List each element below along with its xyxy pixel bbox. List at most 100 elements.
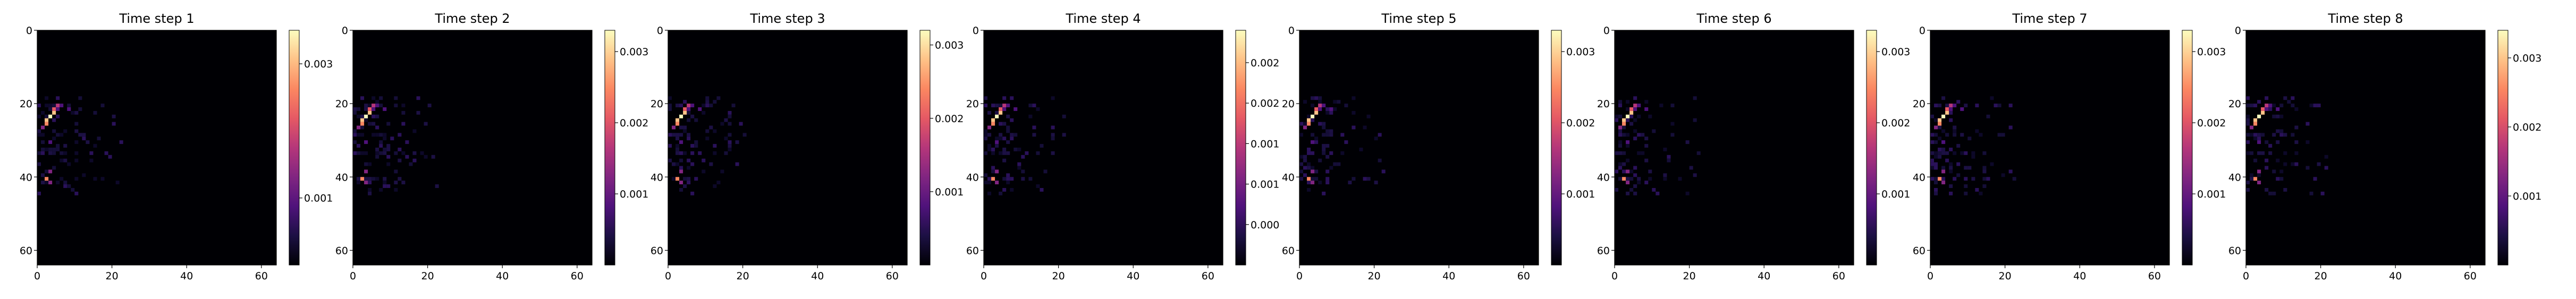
heatmap-cell [1352,110,1356,115]
axes-frame [1930,30,2170,266]
heatmap-cell [720,122,724,126]
heatmap-cell [364,162,368,166]
heatmap-cell [1953,104,1957,108]
heatmap-cell [1941,114,1946,118]
heatmap-cell [386,148,391,151]
heatmap-cell [1344,140,1348,144]
heatmap-cell [668,104,672,108]
heatmap-cell [2272,169,2276,174]
heatmap-cell [1938,151,1942,155]
y-tick-label: 40 [1913,172,1925,183]
heatmap-cell [375,155,379,159]
heatmap-cell [2272,114,2276,118]
heatmap-cell [1311,181,1315,185]
heatmap-cell [52,110,56,115]
heatmap-cell [1299,133,1304,137]
heatmap-cell [1656,191,1660,195]
heatmap-cell [1618,104,1623,108]
heatmap-cell [1329,151,1333,155]
heatmap-cell [1648,169,1652,174]
heatmap-cell [427,104,432,108]
x-tick-label: 0 [981,270,987,282]
heatmap-cell [679,158,683,163]
heatmap-cell [687,166,691,170]
heatmap-cell [687,104,691,108]
heatmap-cell [1633,96,1637,100]
heatmap-cell [1311,133,1315,137]
heatmap-cell [1626,169,1630,174]
heatmap-cell [353,110,357,115]
heatmap-cell [991,151,995,155]
y-tick-label: 40 [20,172,32,183]
heatmap-cell [713,144,717,148]
heatmap-cell [368,107,372,111]
heatmap-cell [1934,151,1938,155]
heatmap-cell [672,125,676,130]
heatmap-cell [1002,158,1007,163]
heatmap-cell [984,129,988,133]
heatmap-cell [71,187,75,192]
heatmap-cell [1941,177,1946,181]
heatmap-cell [1949,118,1953,122]
heatmap-cell [1013,107,1018,111]
heatmap-cell [41,181,45,185]
heatmap-cell [353,129,357,133]
heatmap-cell [60,151,64,155]
heatmap-cell [1002,104,1007,108]
heatmap-background [1299,30,1539,265]
heatmap-cell [401,104,406,108]
heatmap-cell [984,104,988,108]
y-tick-label: 40 [966,172,979,183]
heatmap-cell [2272,191,2276,195]
heatmap-cell [52,129,56,133]
heatmap-cell [1934,181,1938,185]
heatmap-cell [405,140,409,144]
heatmap-cell [1325,110,1330,115]
heatmap-cell [45,96,49,100]
heatmap-cell [360,96,365,100]
heatmap-cell [37,151,41,155]
heatmap-cell [1956,100,1961,104]
heatmap-cell [48,114,53,118]
heatmap-cell [1329,110,1333,115]
heatmap-cell [2257,133,2261,137]
heatmap-cell [2250,177,2254,181]
heatmap-cell [1941,181,1946,185]
heatmap-cell [2265,166,2269,170]
y-tick-label: 0 [1603,25,1610,37]
heatmap-cell [1633,184,1637,188]
heatmap-cell [984,133,988,137]
panel-title: Time step 5 [1381,11,1456,26]
heatmap-cell [394,104,398,108]
heatmap-cell [1982,151,1987,155]
heatmap-cell [1618,129,1623,133]
heatmap-cell [1949,169,1953,174]
x-tick-label: 60 [255,270,268,282]
heatmap-cell [371,114,376,118]
heatmap-cell [368,104,372,108]
heatmap-cell [383,148,387,151]
heatmap-background [1615,30,1854,265]
heatmap-cell [1318,107,1322,111]
heatmap-cell [1318,104,1322,108]
heatmap-cell [1322,133,1326,137]
heatmap-cell [364,114,368,118]
x-tick-label: 60 [571,270,584,282]
heatmap-cell [74,140,79,144]
heatmap-cell [1641,151,1645,155]
heatmap-cell [401,110,406,115]
heatmap-panel-7: Time step 7 0 20 40 60 0 20 40 60 0.001 0.002 0.003 [1913,11,2226,282]
heatmap-cell [74,191,79,195]
heatmap-cell [1322,104,1326,108]
heatmap-cell [368,110,372,115]
heatmap-cell [999,151,1003,155]
heatmap-cell [1629,187,1634,192]
y-tick-label: 40 [1597,172,1610,183]
heatmap-cell [360,177,365,181]
x-tick-label: 40 [1127,270,1139,282]
heatmap-cell [984,96,988,100]
x-tick-label: 40 [2389,270,2402,282]
heatmap-cell [1994,104,1998,108]
heatmap-cell [2261,133,2265,137]
heatmap-cell [93,144,97,148]
